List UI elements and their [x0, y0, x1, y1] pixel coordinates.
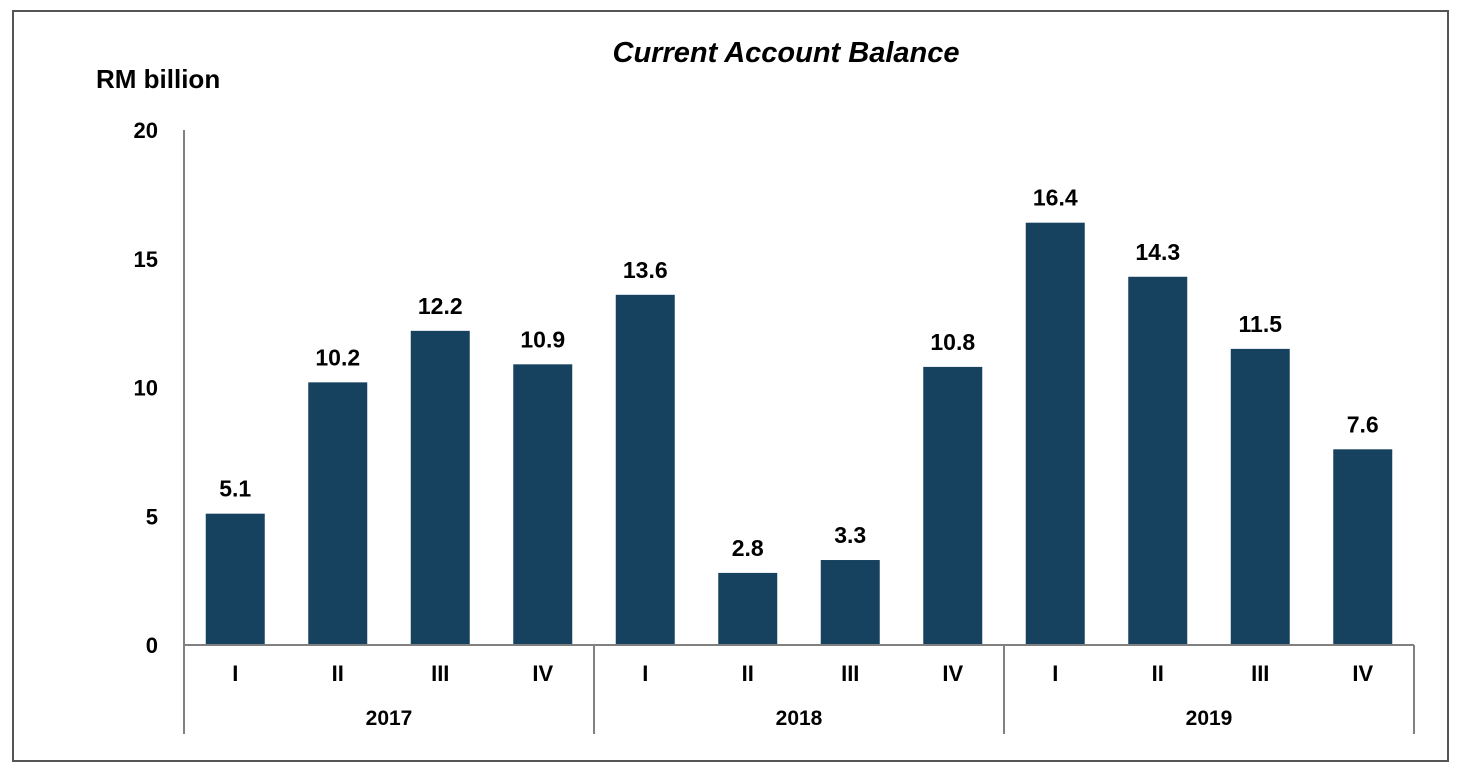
x-tick-label: II — [742, 661, 754, 686]
x-group-label: 2019 — [1186, 707, 1233, 730]
bar — [308, 382, 368, 645]
x-tick-label: I — [232, 661, 238, 686]
data-label: 7.6 — [1347, 411, 1379, 437]
data-label: 14.3 — [1135, 239, 1180, 265]
data-label: 10.9 — [520, 326, 565, 352]
bar — [718, 572, 778, 645]
x-tick-label: I — [1052, 661, 1058, 686]
data-label: 12.2 — [418, 293, 463, 319]
bar — [1333, 449, 1393, 645]
y-tick-label: 0 — [146, 633, 158, 658]
x-tick-label: II — [1152, 661, 1164, 686]
data-label: 16.4 — [1033, 185, 1078, 211]
bar — [923, 366, 983, 645]
data-label: 3.3 — [834, 522, 866, 548]
bar — [1128, 276, 1188, 645]
y-tick-label: 10 — [134, 376, 158, 401]
data-label: 10.2 — [315, 344, 360, 370]
y-axis: 0 5 10 15 20 — [134, 118, 185, 658]
x-group-label: 2018 — [776, 707, 823, 730]
bar — [1230, 348, 1290, 645]
y-tick-label: 15 — [134, 247, 158, 272]
bar — [410, 330, 470, 645]
data-label: 10.8 — [930, 329, 975, 355]
y-axis-label: RM billion — [96, 64, 220, 94]
bar — [820, 560, 880, 645]
x-tick-label: IV — [942, 661, 963, 686]
x-tick-label: III — [1251, 661, 1269, 686]
x-tick-label: I — [642, 661, 648, 686]
x-tick-label: III — [841, 661, 859, 686]
bar — [615, 294, 675, 645]
data-label: 11.5 — [1239, 311, 1283, 337]
bar — [1025, 222, 1085, 645]
chart-title: Current Account Balance — [613, 37, 960, 69]
y-tick-label: 5 — [146, 504, 158, 529]
x-tick-label: IV — [532, 661, 553, 686]
x-group-label: 2017 — [366, 707, 413, 730]
data-label: 5.1 — [219, 476, 251, 502]
x-tick-label: IV — [1352, 661, 1373, 686]
data-label: 2.8 — [732, 535, 764, 561]
bar — [205, 513, 265, 645]
x-tick-label: III — [431, 661, 449, 686]
y-tick-label: 20 — [134, 118, 158, 143]
bar — [513, 364, 573, 645]
data-label: 13.6 — [623, 257, 668, 283]
bars: 5.1 10.2 12.2 10.9 13.6 2.8 3.3 10.8 16.4 14.3 11.… — [205, 185, 1393, 645]
x-tick-label: II — [332, 661, 344, 686]
